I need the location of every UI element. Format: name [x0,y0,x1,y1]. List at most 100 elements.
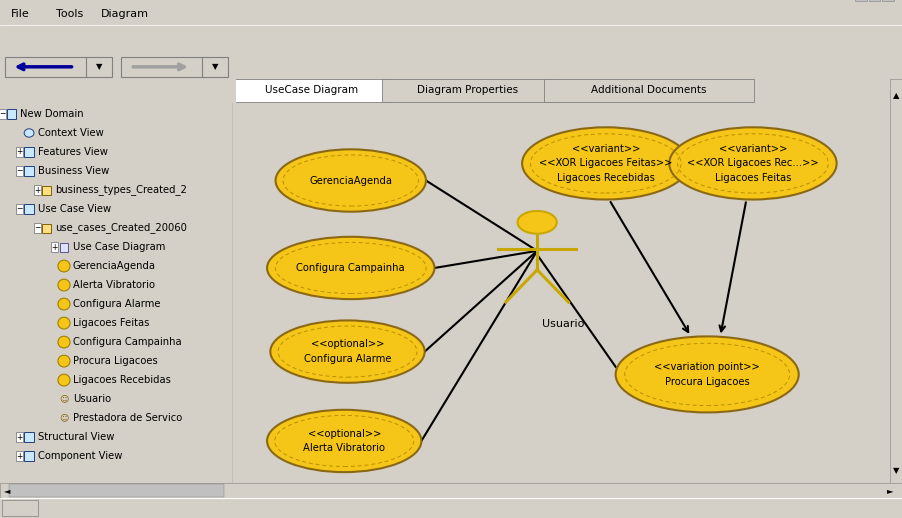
Text: <<XOR Ligacoes Rec...>>: <<XOR Ligacoes Rec...>> [687,159,819,168]
Text: <<variant>>: <<variant>> [719,144,787,154]
Bar [97,28,113,52]
Text: +: + [16,433,23,442]
Bar [751,28,768,52]
Text: −: − [16,205,23,213]
Bar [16,147,23,157]
Bar [655,28,671,52]
Bar [0,109,5,119]
Ellipse shape [58,298,70,310]
Bar [727,28,743,52]
Bar [51,242,58,252]
Circle shape [518,211,557,234]
Bar [0,28,15,52]
Text: ▲: ▲ [893,91,899,100]
Text: <<XOR Ligacoes Feitas>>: <<XOR Ligacoes Feitas>> [539,159,673,168]
FancyBboxPatch shape [855,0,867,2]
Text: ☺: ☺ [60,395,69,404]
Ellipse shape [58,279,70,291]
FancyBboxPatch shape [121,57,205,77]
Text: ▼: ▼ [96,62,102,71]
Text: Diagram: Diagram [101,9,149,19]
Text: Structural View: Structural View [38,432,115,442]
FancyBboxPatch shape [5,57,88,77]
Text: ◄: ◄ [4,486,10,495]
Bar [24,147,33,157]
Text: Procura Ligacoes: Procura Ligacoes [73,356,158,366]
Text: GerenciaAgenda: GerenciaAgenda [309,176,392,185]
Ellipse shape [58,336,70,348]
Bar [7,109,16,119]
Bar [679,28,695,52]
Ellipse shape [58,317,70,329]
Text: <<variation point>>: <<variation point>> [654,362,760,372]
Bar [2,500,38,516]
Text: −: − [16,166,23,176]
Text: Diagram Properties: Diagram Properties [417,85,518,95]
Text: Component View: Component View [38,451,123,461]
FancyBboxPatch shape [86,57,112,77]
Bar [582,28,598,52]
Bar [364,28,380,52]
Bar [169,28,185,52]
Text: Ligacoes Feitas: Ligacoes Feitas [714,173,791,183]
Text: Context View: Context View [38,128,104,138]
Text: Configura Campainha: Configura Campainha [297,263,405,273]
Text: Ligacoes Recebidas: Ligacoes Recebidas [557,173,655,183]
Text: Use Case Diagram: Use Case Diagram [73,242,165,252]
Ellipse shape [267,410,421,472]
Bar [290,28,307,52]
FancyBboxPatch shape [233,79,390,103]
Ellipse shape [271,321,425,383]
Text: ▼: ▼ [212,62,218,71]
Bar [16,432,23,442]
Bar [16,166,23,176]
Text: Alerta Vibratorio: Alerta Vibratorio [303,443,385,453]
Text: business_types_Created_2: business_types_Created_2 [55,184,188,195]
Text: Features View: Features View [38,147,108,157]
FancyBboxPatch shape [544,79,753,103]
Text: +: + [16,452,23,461]
Bar [800,28,816,52]
Text: <<variant>>: <<variant>> [572,144,640,154]
Text: Ligacoes Feitas: Ligacoes Feitas [73,318,149,328]
Bar [121,28,137,52]
Text: +: + [34,185,41,195]
Text: GerenciaAgenda: GerenciaAgenda [73,261,156,271]
Bar [24,433,33,442]
Text: Prestadora de Servico: Prestadora de Servico [73,413,182,423]
Text: <<optional>>: <<optional>> [308,429,381,439]
Text: New Domain: New Domain [21,109,84,119]
Bar [16,204,23,214]
Text: +: + [16,148,23,156]
Bar [606,28,622,52]
FancyBboxPatch shape [869,0,880,2]
Bar [630,28,647,52]
Ellipse shape [522,127,689,199]
Bar [339,28,355,52]
Text: Business View: Business View [38,166,109,176]
Bar [16,451,23,462]
Bar [193,28,209,52]
Bar [509,28,525,52]
Bar [9,484,224,497]
Text: Additional Documents: Additional Documents [591,85,706,95]
Text: −: − [34,224,41,233]
Text: Tools: Tools [56,9,83,19]
FancyBboxPatch shape [882,0,894,2]
Bar [217,28,234,52]
Bar [60,243,69,252]
Bar [704,28,720,52]
Bar [849,28,865,52]
Bar [24,451,33,461]
Bar [266,28,282,52]
Text: Usuario: Usuario [542,319,584,329]
Ellipse shape [58,260,70,272]
Bar [24,204,33,214]
Text: Usuario: Usuario [73,394,111,404]
Bar [23,28,40,52]
Text: −: − [0,109,5,119]
Bar [242,28,258,52]
FancyBboxPatch shape [382,79,552,103]
Bar [41,224,51,233]
Text: Use Case View: Use Case View [38,204,111,214]
